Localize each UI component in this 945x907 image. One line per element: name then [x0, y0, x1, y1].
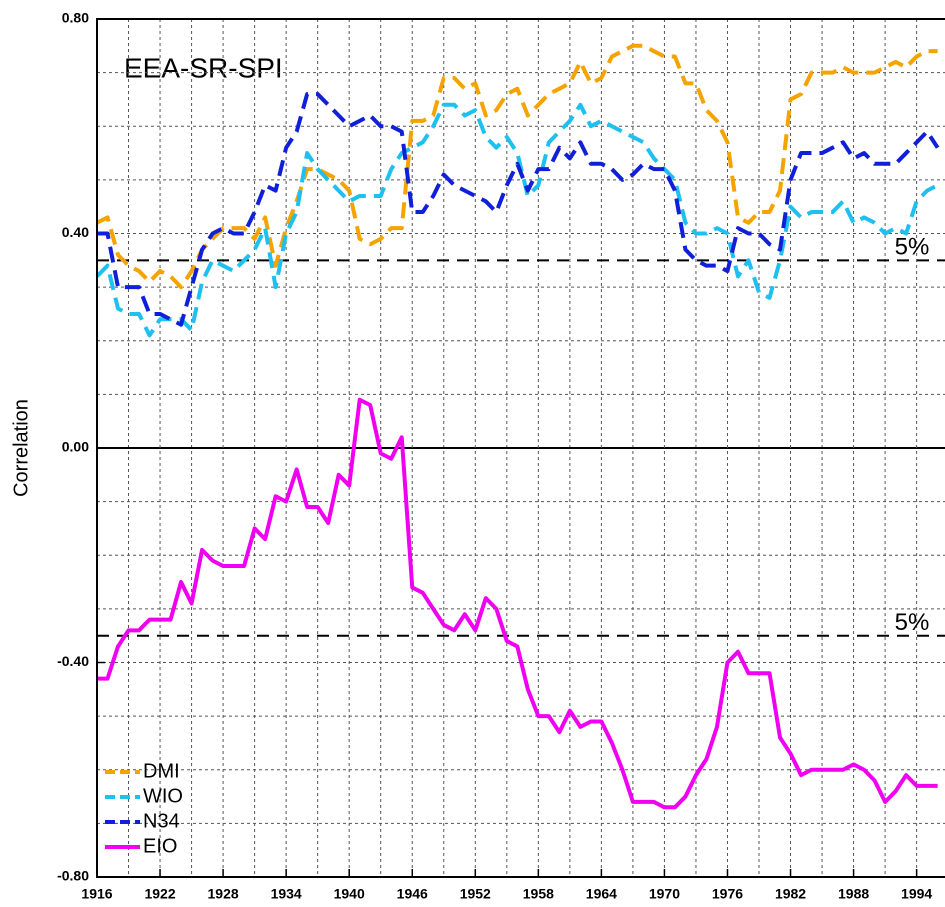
series-line	[97, 397, 938, 810]
series-line	[95, 102, 939, 338]
x-tick-label: 1958	[523, 886, 554, 902]
y-tick-label: 0.00	[62, 439, 89, 455]
legend-label: N34	[143, 810, 180, 832]
x-tick-label: 1970	[649, 886, 680, 902]
x-tick-label: 1922	[144, 886, 175, 902]
chart-title: EEA-SR-SPI	[124, 52, 283, 83]
legend-label: DMI	[143, 760, 180, 782]
significance-label: 5%	[895, 609, 930, 636]
y-tick-label: -0.40	[57, 653, 89, 669]
x-tick-label: 1988	[838, 886, 869, 902]
x-tick-label: 1946	[397, 886, 428, 902]
series-line	[97, 92, 940, 327]
x-tick-label: 1928	[208, 886, 239, 902]
x-tick-label: 1940	[334, 886, 365, 902]
series-line	[96, 43, 938, 290]
x-tick-label: 1982	[775, 886, 806, 902]
y-axis-label: Correlation	[10, 399, 32, 497]
x-tick-label: 1964	[586, 886, 617, 902]
x-tick-label: 1994	[901, 886, 932, 902]
legend-label: WIO	[143, 785, 183, 807]
x-tick-label: 1916	[81, 886, 112, 902]
x-tick-label: 1952	[460, 886, 491, 902]
x-tick-label: 1934	[271, 886, 302, 902]
y-tick-label: -0.80	[57, 868, 89, 884]
y-tick-label: 0.80	[62, 10, 89, 26]
plot-frame	[96, 18, 945, 878]
x-tick-label: 1976	[712, 886, 743, 902]
significance-label: 5%	[895, 234, 930, 261]
y-tick-label: 0.40	[62, 224, 89, 240]
legend-label: EIO	[143, 835, 177, 857]
